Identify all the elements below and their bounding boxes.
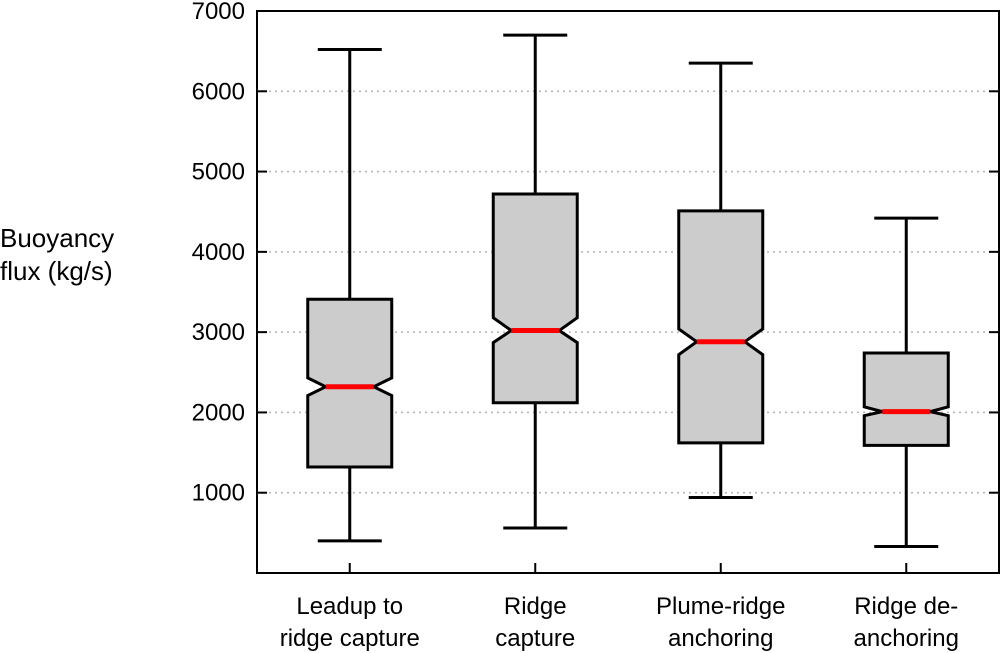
box-0 bbox=[306, 48, 394, 543]
x-axis: Leadup to ridge capture Ridge capture Plume-… bbox=[280, 563, 959, 652]
y-axis-label-line-1: Buoyancy bbox=[0, 223, 115, 253]
y-tick-label: 2000 bbox=[192, 399, 245, 426]
plot-frame bbox=[256, 10, 1000, 574]
notched-box bbox=[491, 192, 579, 405]
x-tick-label: ridge capture bbox=[280, 625, 420, 652]
notched-box bbox=[862, 351, 950, 447]
x-tick-label: anchoring bbox=[668, 625, 773, 652]
x-tick-label: Plume-ridge bbox=[656, 593, 785, 620]
x-tick-label: Leadup to bbox=[296, 593, 403, 620]
notched-box bbox=[677, 209, 765, 445]
y-axis: 1000 2000 3000 4000 5000 6000 7000 bbox=[192, 0, 999, 507]
y-axis-label-line-2: flux (kg/s) bbox=[0, 256, 113, 286]
box-2 bbox=[677, 61, 765, 500]
x-tick-label: Ridge bbox=[504, 593, 567, 620]
x-tick-label: Ridge de- bbox=[854, 593, 958, 620]
y-tick-label: 4000 bbox=[192, 239, 245, 266]
y-axis-label: Buoyancy flux (kg/s) bbox=[0, 222, 150, 288]
y-tick-label: 6000 bbox=[192, 78, 245, 105]
y-tick-label: 5000 bbox=[192, 159, 245, 186]
box-3 bbox=[862, 216, 950, 549]
notched-box bbox=[306, 297, 394, 469]
y-tick-label: 3000 bbox=[192, 319, 245, 346]
x-tick-label: anchoring bbox=[854, 625, 959, 652]
y-tick-label: 1000 bbox=[192, 480, 245, 507]
y-tick-label: 7000 bbox=[192, 0, 245, 25]
box-series bbox=[306, 33, 950, 549]
box-1 bbox=[491, 33, 579, 530]
x-tick-label: capture bbox=[495, 625, 575, 652]
